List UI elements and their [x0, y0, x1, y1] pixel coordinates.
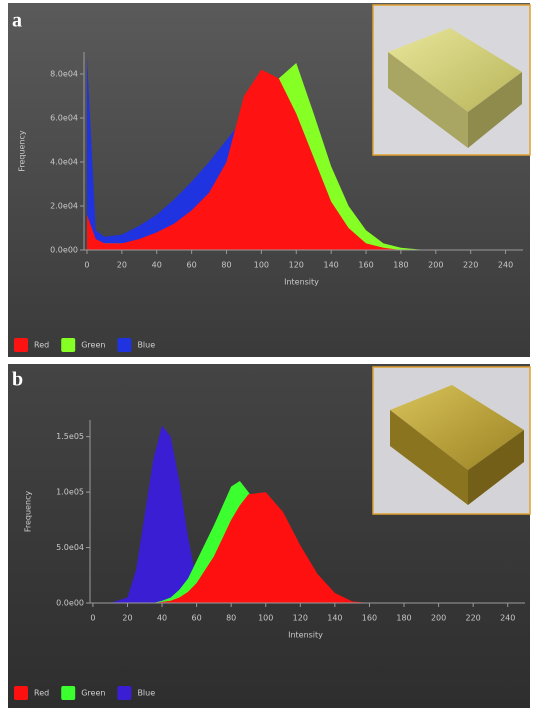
- x-tick-label: 140: [324, 261, 339, 270]
- legend-swatch: [117, 686, 131, 700]
- panel-label: a: [12, 10, 22, 32]
- y-axis-title: Frequency: [18, 130, 27, 172]
- legend-label: Green: [81, 689, 105, 698]
- x-tick-label: 20: [117, 261, 127, 270]
- x-tick-label: 180: [396, 614, 411, 623]
- figure: a 0.0e00 2.0e04 4.0e04 6.0e04 8.0e04 0 20 40 60 80…: [0, 0, 535, 711]
- y-tick-label: 6.0e04: [50, 114, 78, 123]
- legend-label: Green: [81, 341, 105, 350]
- x-tick-label: 220: [463, 261, 478, 270]
- y-axis-title: Frequency: [24, 491, 33, 533]
- x-axis-title: Intensity: [288, 631, 323, 640]
- x-tick-label: 40: [152, 261, 162, 270]
- y-tick-label: 5.0e04: [56, 543, 84, 552]
- x-tick-label: 100: [254, 261, 269, 270]
- y-tick-label: 1.5e05: [56, 432, 84, 441]
- panel-label: b: [12, 369, 23, 391]
- x-tick-label: 60: [192, 614, 202, 623]
- x-tick-label: 160: [362, 614, 377, 623]
- x-tick-label: 80: [221, 261, 231, 270]
- y-tick-label: 2.0e04: [50, 202, 78, 211]
- legend-label: Blue: [137, 689, 155, 698]
- inset-image: [373, 5, 530, 155]
- x-tick-label: 80: [226, 614, 236, 623]
- page: {"chart_data": [ {"type": "area", "panel…: [0, 0, 535, 711]
- inset-image: [373, 367, 530, 514]
- y-tick-label: 0.0e00: [50, 246, 78, 255]
- legend-swatch: [61, 686, 75, 700]
- legend-label: Red: [34, 689, 49, 698]
- x-tick-label: 60: [187, 261, 197, 270]
- x-tick-label: 200: [428, 261, 443, 270]
- y-tick-label: 4.0e04: [50, 158, 78, 167]
- x-tick-label: 0: [90, 614, 95, 623]
- legend-swatch: [14, 338, 28, 352]
- y-tick-label: 0.0e00: [56, 599, 84, 608]
- x-tick-label: 20: [122, 614, 132, 623]
- x-tick-label: 0: [84, 261, 89, 270]
- legend-swatch: [117, 338, 131, 352]
- x-tick-label: 120: [289, 261, 304, 270]
- legend-label: Blue: [137, 341, 155, 350]
- y-tick-label: 8.0e04: [50, 70, 78, 79]
- x-tick-label: 40: [157, 614, 167, 623]
- x-tick-label: 180: [393, 261, 408, 270]
- x-tick-label: 120: [293, 614, 308, 623]
- x-tick-label: 240: [500, 614, 515, 623]
- x-axis-title: Intensity: [284, 278, 319, 287]
- legend-swatch: [61, 338, 75, 352]
- y-tick-label: 1.0e05: [56, 488, 84, 497]
- legend-swatch: [14, 686, 28, 700]
- legend-label: Red: [34, 341, 49, 350]
- x-tick-label: 240: [498, 261, 513, 270]
- x-tick-label: 140: [327, 614, 342, 623]
- x-tick-label: 160: [358, 261, 373, 270]
- x-tick-label: 220: [466, 614, 481, 623]
- x-tick-label: 100: [258, 614, 273, 623]
- x-tick-label: 200: [431, 614, 446, 623]
